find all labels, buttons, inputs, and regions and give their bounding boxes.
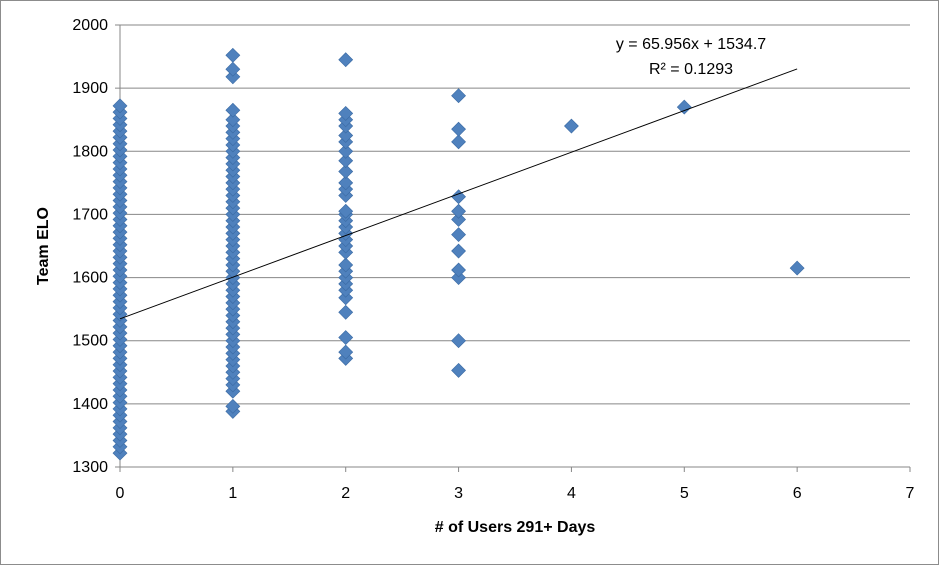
trendline-equation: y = 65.956x + 1534.7 xyxy=(616,36,766,53)
gridlines xyxy=(120,24,910,468)
data-point xyxy=(564,118,579,134)
x-tick-label: 3 xyxy=(454,485,463,502)
y-tick-label: 1900 xyxy=(72,80,108,97)
data-point xyxy=(789,260,805,276)
data-points xyxy=(112,47,805,461)
data-point xyxy=(225,398,241,414)
data-point xyxy=(338,143,354,159)
y-axis-title: Team ELO xyxy=(35,207,52,285)
data-point xyxy=(338,203,354,219)
data-point xyxy=(451,134,466,150)
x-axis-title: # of Users 291+ Days xyxy=(435,519,596,536)
y-tick-label: 2000 xyxy=(72,17,108,34)
data-point xyxy=(338,330,354,345)
data-point xyxy=(225,102,241,118)
data-point xyxy=(451,243,466,259)
data-point xyxy=(338,164,354,179)
x-tick-label: 0 xyxy=(116,485,125,502)
trendline-r-squared: R² = 0.1293 xyxy=(649,61,733,78)
x-tick-label: 2 xyxy=(341,485,350,502)
data-point xyxy=(451,203,466,219)
x-tick-label: 5 xyxy=(680,485,689,502)
x-axis-ticks: 0 1 2 3 4 5 6 7 xyxy=(116,467,915,502)
data-point xyxy=(338,153,354,169)
data-point xyxy=(338,290,354,306)
data-point xyxy=(225,112,241,128)
data-point xyxy=(451,88,466,104)
y-tick-label: 1500 xyxy=(72,333,108,350)
data-point xyxy=(225,69,241,85)
y-tick-label: 1800 xyxy=(72,143,108,160)
data-point xyxy=(338,257,354,273)
data-point xyxy=(451,227,466,243)
y-tick-label: 1400 xyxy=(72,396,108,413)
data-point xyxy=(225,47,241,63)
data-point xyxy=(338,128,354,143)
trendline xyxy=(119,68,798,320)
data-point xyxy=(338,175,354,191)
data-point xyxy=(338,304,354,320)
data-point xyxy=(451,270,466,285)
data-point xyxy=(225,61,241,77)
x-tick-label: 1 xyxy=(228,485,237,502)
data-point xyxy=(112,98,128,114)
data-point xyxy=(451,362,466,378)
data-point xyxy=(451,189,466,205)
data-point xyxy=(451,121,466,137)
data-point xyxy=(451,333,466,349)
y-tick-label: 1600 xyxy=(72,270,108,287)
data-point xyxy=(338,52,354,68)
data-point xyxy=(676,99,692,115)
y-axis-ticks: 1300 1400 1500 1600 1700 1800 1900 2000 xyxy=(72,17,120,476)
x-tick-label: 7 xyxy=(906,485,915,502)
data-point xyxy=(338,344,354,360)
y-tick-label: 1700 xyxy=(72,206,108,223)
data-point xyxy=(451,262,466,278)
x-tick-label: 4 xyxy=(567,485,576,502)
x-tick-label: 6 xyxy=(793,485,802,502)
data-point xyxy=(451,212,466,227)
y-tick-label: 1300 xyxy=(72,459,108,476)
data-point xyxy=(338,105,354,121)
